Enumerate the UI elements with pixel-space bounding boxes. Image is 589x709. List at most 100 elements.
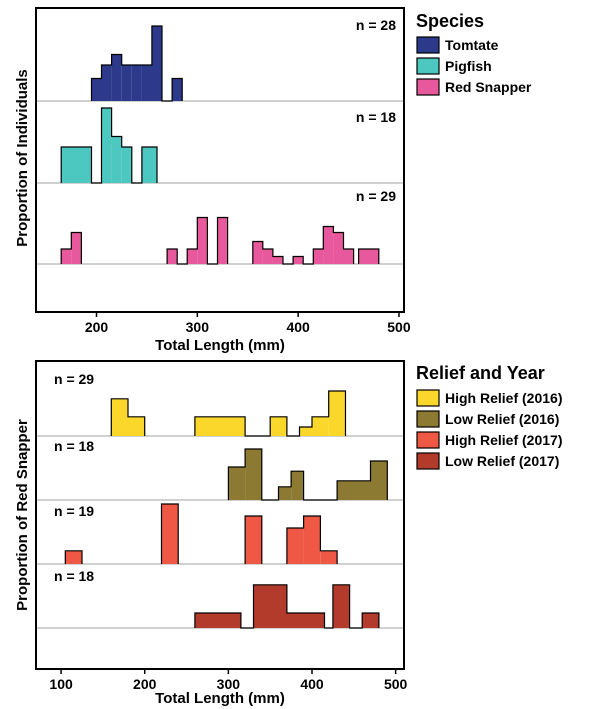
histogram-bar — [245, 516, 262, 564]
legend-swatch — [416, 431, 440, 449]
histogram-bar — [121, 147, 132, 183]
top-chart-ylabel: Proportion of Individuals — [14, 69, 31, 247]
histogram-bar — [121, 65, 132, 101]
histogram-bar — [252, 241, 263, 264]
histogram-bar — [65, 550, 82, 564]
histogram-bar — [151, 26, 162, 101]
legend-label: Low Relief (2017) — [445, 453, 559, 469]
histogram-bar — [299, 427, 312, 436]
histogram-bar — [245, 449, 262, 500]
bottom-chart-xlabel: Total Length (mm) — [155, 690, 285, 707]
x-tick-label: 300 — [186, 319, 210, 335]
histogram-bar — [293, 256, 304, 264]
legend-label: Red Snapper — [445, 79, 532, 95]
top-panel-tomtate: n = 28 — [37, 17, 403, 102]
bottom-panel-high-relief-2016: n = 29 — [37, 371, 403, 437]
legend-item-low-relief-2017: Low Relief (2017) — [416, 452, 559, 470]
histogram-bar — [61, 147, 92, 183]
histogram-bar — [101, 65, 112, 101]
top-chart-xlabel: Total Length (mm) — [155, 337, 285, 354]
histogram-bar — [197, 217, 208, 264]
histogram-bar — [111, 398, 128, 436]
histogram-bar — [141, 147, 157, 183]
legend-swatch — [416, 36, 440, 54]
top-panel-pigfish: n = 18 — [37, 107, 403, 184]
sample-size-label: n = 18 — [54, 438, 94, 454]
legend-item-pigfish: Pigfish — [416, 57, 492, 75]
legend-item-high-relief-2016: High Relief (2016) — [416, 389, 562, 407]
x-tick-label: 500 — [384, 676, 408, 692]
histogram-bar — [286, 528, 304, 564]
x-tick-label: 400 — [300, 676, 324, 692]
sample-size-label: n = 19 — [54, 503, 94, 519]
x-tick-label: 500 — [387, 319, 411, 335]
histogram-outline — [110, 390, 347, 437]
histogram-bar — [358, 249, 379, 264]
histogram-bar — [161, 504, 179, 564]
histogram-bar — [370, 461, 388, 500]
histogram-outline — [60, 216, 380, 265]
bottom-legend-title: Relief and Year — [416, 363, 545, 383]
bottom-chart-frame — [35, 360, 405, 670]
bottom-chart-ticks: 100 200 300 400 500 — [49, 669, 408, 692]
histogram-bar — [312, 416, 329, 436]
sample-size-label: n = 28 — [356, 17, 396, 33]
histogram-bar — [262, 249, 273, 264]
histogram-bar — [320, 550, 338, 564]
top-chart-ticks: 200 300 400 500 — [85, 312, 411, 335]
histogram-outline — [90, 25, 183, 102]
histogram-bar — [61, 249, 72, 264]
histogram-bar — [313, 249, 324, 264]
sample-size-label: n = 29 — [54, 371, 94, 387]
histogram-bar — [303, 516, 321, 564]
histogram-bar — [71, 232, 82, 264]
sample-size-label: n = 29 — [356, 188, 396, 204]
histogram-bar — [194, 613, 241, 628]
histogram-bar — [187, 249, 198, 264]
histogram-bar — [111, 136, 122, 183]
histogram-bar — [141, 65, 152, 101]
sample-size-label: n = 18 — [356, 109, 396, 125]
histogram-bar — [332, 584, 350, 628]
bottom-panel-high-relief-2017: n = 19 — [37, 503, 403, 565]
legend-item-tomtate: Tomtate — [416, 36, 499, 54]
histogram-bar — [128, 416, 145, 436]
legend-item-low-relief-2016: Low Relief (2016) — [416, 410, 559, 428]
bottom-chart: n = 29 n = 18 n = 19 n = 18 100 200 300 400 500… — [14, 360, 408, 707]
legend-label: Tomtate — [445, 37, 499, 53]
x-tick-label: 200 — [85, 319, 109, 335]
legend-label: High Relief (2017) — [445, 432, 562, 448]
legend-swatch — [416, 452, 440, 470]
x-tick-label: 200 — [133, 676, 157, 692]
histogram-outline — [64, 503, 338, 564]
top-legend: Species Tomtate Pigfish Red Snapper — [416, 11, 532, 96]
legend-swatch — [416, 410, 440, 428]
bottom-chart-panels: n = 29 n = 18 n = 19 n = 18 — [37, 371, 403, 629]
histogram-bar — [333, 232, 344, 264]
bottom-panel-low-relief-2017: n = 18 — [37, 568, 403, 629]
histogram-bar — [194, 416, 246, 436]
legend-label: High Relief (2016) — [445, 390, 562, 406]
histogram-bar — [272, 256, 283, 264]
histogram-bar — [270, 416, 287, 436]
x-tick-label: 300 — [217, 676, 241, 692]
histogram-outline — [227, 448, 388, 501]
bottom-legend: Relief and Year High Relief (2016) Low Re… — [416, 363, 562, 470]
histogram-bar — [101, 108, 112, 183]
legend-swatch — [416, 57, 440, 75]
histogram-bar — [286, 613, 325, 628]
top-panel-red-snapper: n = 29 — [37, 188, 403, 265]
top-legend-items: Tomtate Pigfish Red Snapper — [416, 36, 532, 96]
bottom-legend-items: High Relief (2016) Low Relief (2016) High … — [416, 389, 562, 470]
histogram-bar — [328, 391, 346, 436]
legend-label: Low Relief (2016) — [445, 411, 559, 427]
legend-item-high-relief-2017: High Relief (2017) — [416, 431, 562, 449]
histogram-bar — [111, 54, 122, 101]
top-chart: n = 28 n = 18 n = 29 200 300 400 500 Total Le… — [14, 7, 411, 354]
histogram-bar — [337, 480, 371, 500]
top-legend-title: Species — [416, 11, 484, 31]
x-tick-label: 100 — [49, 676, 73, 692]
histogram-bar — [343, 249, 354, 264]
histogram-bar — [323, 226, 334, 264]
